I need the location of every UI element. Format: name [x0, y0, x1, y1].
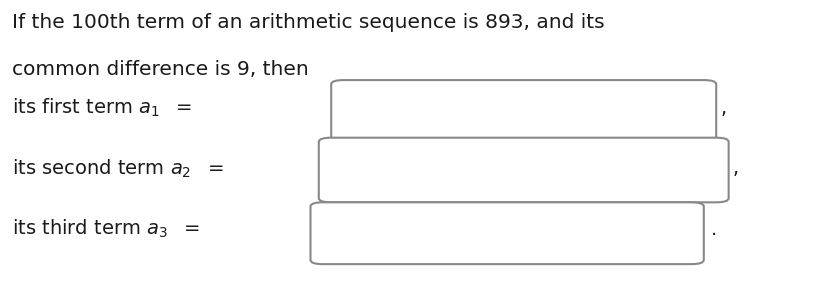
FancyBboxPatch shape [310, 202, 703, 264]
Text: its second term $a_{2}$  $=$: its second term $a_{2}$ $=$ [12, 157, 224, 180]
Text: ,: , [719, 99, 725, 118]
Text: its first term $a_{1}$  $=$: its first term $a_{1}$ $=$ [12, 97, 193, 119]
Text: common difference is 9, then: common difference is 9, then [12, 60, 308, 80]
Text: its third term $a_{3}$  $=$: its third term $a_{3}$ $=$ [12, 218, 200, 240]
Text: .: . [710, 219, 716, 239]
FancyBboxPatch shape [331, 80, 715, 140]
Text: If the 100th term of an arithmetic sequence is 893, and its: If the 100th term of an arithmetic seque… [12, 13, 605, 32]
FancyBboxPatch shape [318, 138, 728, 202]
Text: ,: , [732, 159, 738, 178]
